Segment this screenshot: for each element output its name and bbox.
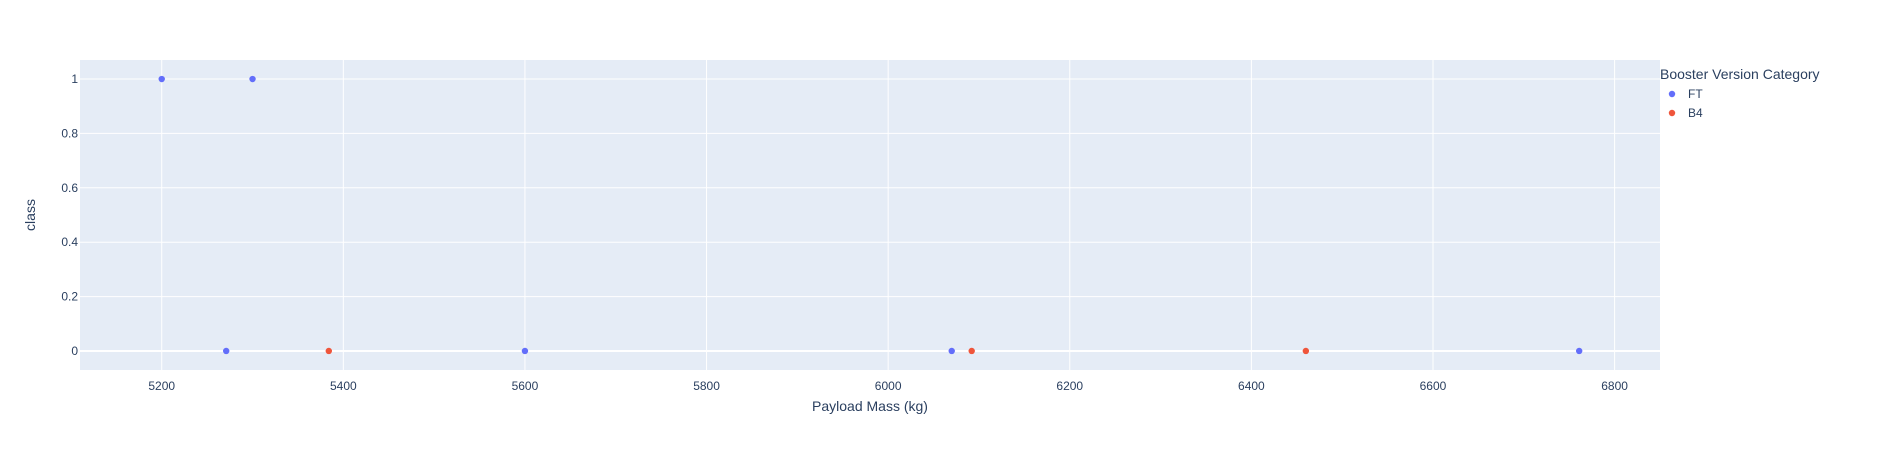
data-point-b4[interactable]: [325, 347, 333, 355]
legend[interactable]: Booster Version Category FT B4: [1660, 66, 1820, 120]
x-axis-title: Payload Mass (kg): [812, 398, 928, 414]
data-point-b4[interactable]: [1302, 347, 1310, 355]
legend-title: Booster Version Category: [1660, 66, 1820, 82]
grid-lines: [80, 60, 1660, 370]
x-tick-label: 6200: [1056, 379, 1083, 393]
data-point-ft[interactable]: [948, 347, 955, 355]
x-tick-label: 5800: [693, 379, 720, 393]
legend-marker: [1668, 90, 1676, 98]
x-tick-label: 5400: [330, 379, 357, 393]
data-point-ft[interactable]: [1575, 347, 1583, 355]
y-tick-label: 0.8: [61, 126, 78, 140]
y-tick-label: 0.2: [61, 290, 78, 304]
legend-label: FT: [1688, 87, 1703, 101]
data-point-ft[interactable]: [158, 75, 165, 83]
y-tick-labels: 0 0.2 0.4 0.6 0.8 1: [61, 72, 78, 358]
x-tick-label: 6600: [1420, 379, 1447, 393]
legend-marker: [1668, 109, 1676, 117]
legend-item-b4[interactable]: B4: [1668, 106, 1703, 120]
legend-label: B4: [1688, 106, 1703, 120]
x-tick-label: 6400: [1238, 379, 1265, 393]
legend-items[interactable]: FT B4: [1668, 87, 1704, 120]
data-point-ft[interactable]: [521, 347, 529, 355]
x-tick-labels: 5200 5400 5600 5800 6000 6200 6400 6600 6800: [148, 379, 1628, 393]
y-tick-label: 0.4: [61, 235, 78, 249]
x-tick-label: 5200: [148, 379, 175, 393]
legend-item-ft[interactable]: FT: [1668, 87, 1704, 101]
x-tick-label: 6000: [875, 379, 902, 393]
plot-background: [80, 60, 1660, 370]
data-points[interactable]: [158, 75, 1583, 355]
x-tick-label: 6800: [1601, 379, 1628, 393]
y-tick-label: 1: [71, 72, 78, 86]
data-point-ft[interactable]: [222, 347, 230, 355]
y-axis-title: class: [22, 199, 38, 231]
data-point-ft[interactable]: [249, 75, 256, 83]
y-tick-label: 0.6: [61, 181, 78, 195]
data-point-b4[interactable]: [968, 347, 975, 355]
y-tick-label: 0: [71, 344, 78, 358]
x-tick-label: 5600: [512, 379, 539, 393]
